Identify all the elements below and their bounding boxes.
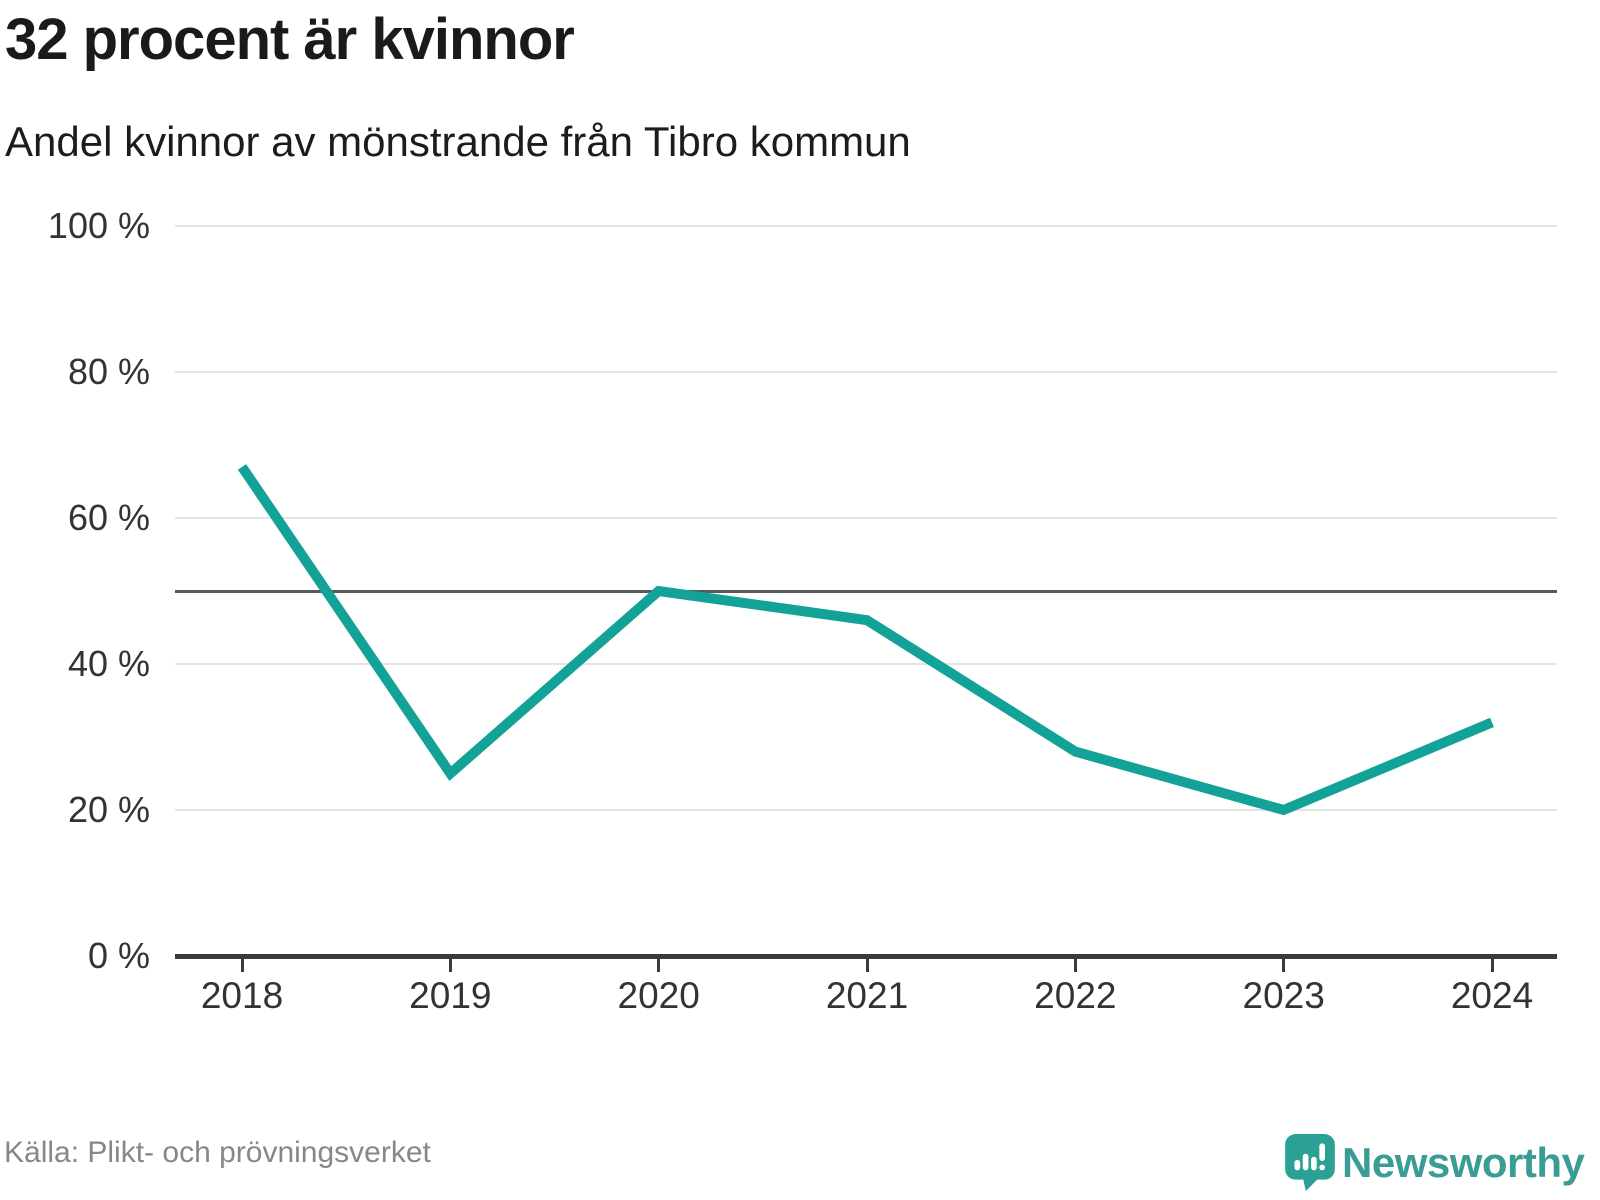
y-axis-label: 100 %: [47, 205, 150, 246]
y-axis-label: 20 %: [67, 789, 150, 830]
y-axis-label: 0 %: [87, 935, 150, 976]
x-axis-tick: [1073, 959, 1077, 972]
x-axis-label: 2019: [409, 975, 492, 1016]
y-gridline: [175, 809, 1557, 811]
newsworthy-logo-icon: [1285, 1134, 1335, 1191]
y-axis-label: 80 %: [67, 351, 150, 392]
x-axis-label: 2023: [1242, 975, 1325, 1016]
x-axis-label: 2018: [200, 975, 284, 1016]
x-axis-tick: [240, 959, 244, 972]
x-axis-tick: [657, 959, 661, 972]
y-gridline: [175, 663, 1557, 665]
newsworthy-wordmark: Newsworthy: [1342, 1139, 1585, 1186]
x-axis-label: 2022: [1034, 975, 1117, 1016]
reference-line-50: [175, 589, 1557, 593]
x-axis-tick: [1282, 959, 1286, 972]
x-axis-tick: [448, 959, 452, 972]
y-gridline: [175, 517, 1557, 519]
chart-title: 32 procent är kvinnor: [5, 7, 575, 72]
x-axis-label: 2021: [825, 975, 909, 1016]
x-axis-label: 2020: [617, 975, 700, 1016]
chart-subtitle: Andel kvinnor av mönstrande från Tibro k…: [5, 118, 911, 165]
y-axis-label: 60 %: [67, 497, 150, 538]
y-axis-label: 40 %: [67, 643, 150, 684]
x-axis-tick: [1490, 959, 1494, 972]
source-note: Källa: Plikt- och prövningsverket: [4, 1136, 431, 1169]
x-axis-label: 2024: [1450, 975, 1534, 1016]
y-gridline: [175, 371, 1557, 373]
x-axis-line: [175, 954, 1557, 959]
y-gridline: [175, 225, 1557, 227]
x-axis-tick: [865, 959, 869, 972]
